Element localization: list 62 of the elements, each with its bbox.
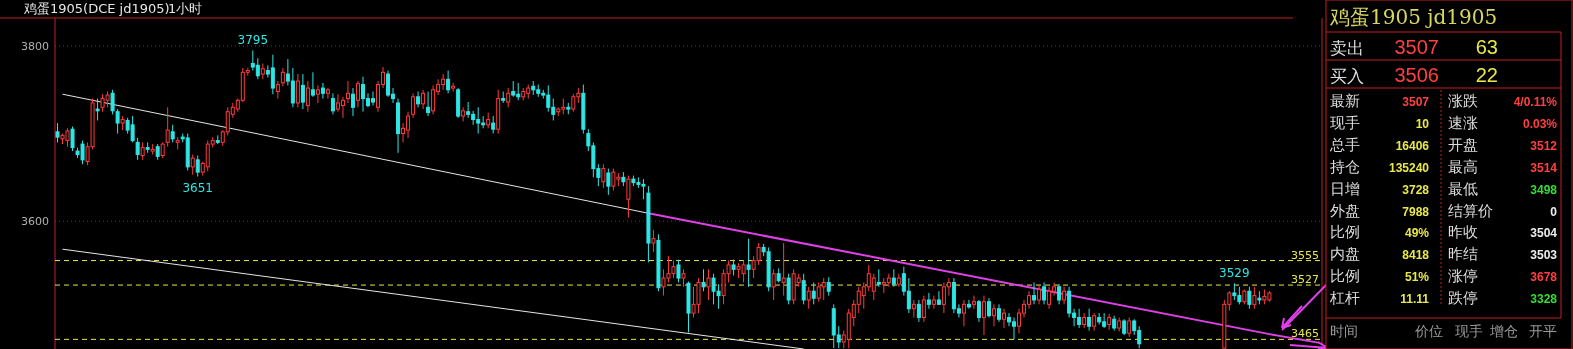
y-tick-label: 3600 [21,215,49,229]
annotation: 3795 [237,33,269,48]
text: 外盘 [1330,201,1360,219]
text: 现手 [1455,323,1483,339]
text: 49% [1404,226,1430,241]
text: 结算价 [1448,201,1493,219]
text: 3512 [1530,138,1558,153]
text: 内盘 [1330,245,1360,263]
text: 买入 [1330,67,1364,86]
text: 8418 [1402,248,1430,263]
text: 16406 [1395,138,1430,153]
text: 3503 [1530,248,1558,263]
ref-line-label: 3527 [1291,273,1319,287]
chart-subtitle: 1小时 [168,1,203,16]
text: 时间 [1330,323,1358,339]
text: 3507 [1402,95,1430,109]
text: 最高 [1448,157,1478,175]
text: 22 [1475,64,1498,86]
text: 3507 [1394,36,1439,58]
ref-line-label: 3555 [1291,248,1319,262]
annotation: 3529 [1219,266,1250,281]
text: 比例 [1330,267,1360,285]
annotation: 3651 [182,181,213,196]
text: 增仓 [1489,323,1518,339]
text: 总手 [1329,135,1360,153]
text: 10 [1415,116,1430,131]
text: 51% [1404,270,1430,285]
ref-line-label: 3465 [1291,327,1319,341]
text: 卖出 [1330,39,1364,58]
text: 昨结 [1448,245,1478,263]
text: 4/0.11% [1513,95,1558,109]
text: 价位 [1414,323,1443,339]
text: 3728 [1402,182,1430,197]
text: 跌停 [1448,289,1478,307]
text: 最低 [1448,179,1478,197]
text: 3678 [1530,270,1558,285]
text: 7988 [1402,204,1430,219]
text: 比例 [1330,223,1360,241]
text: 3506 [1394,64,1439,86]
y-tick-label: 3800 [21,40,49,54]
text: 3328 [1530,292,1558,307]
text: 鸡蛋1905 jd1905 [1329,5,1498,29]
text: 速涨 [1448,113,1478,131]
text: 涨停 [1448,267,1478,285]
text: 3504 [1530,226,1558,241]
text: 0.03% [1522,116,1558,131]
text: 0 [1550,204,1558,219]
text: 现手 [1330,113,1360,131]
text: 开平 [1529,323,1557,339]
text: 杠杆 [1329,289,1360,307]
text: 最新 [1330,92,1360,109]
text: 63 [1475,36,1498,58]
text: 日增 [1330,179,1360,197]
text: 135240 [1388,160,1430,175]
text: 开盘 [1448,135,1478,153]
text: 11.11 [1400,292,1430,307]
chart-title: 鸡蛋1905(DCE jd1905) [23,1,170,16]
text: 昨收 [1448,223,1478,241]
text: 持仓 [1330,157,1360,175]
text: 涨跌 [1448,92,1478,109]
text: 3498 [1530,182,1558,197]
text: 3514 [1530,160,1558,175]
